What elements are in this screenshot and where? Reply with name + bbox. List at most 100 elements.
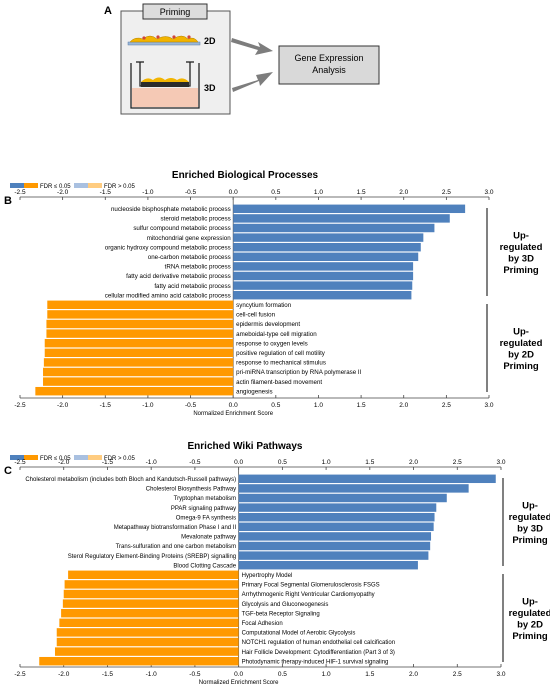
bottom-tick-label: -0.5 [189, 671, 201, 678]
group-label-3d: regulated [500, 242, 543, 253]
category-label: cellular modified amino acid catabolic p… [105, 292, 231, 299]
gea-line2: Analysis [312, 65, 346, 75]
top-tick-label: 0.0 [229, 189, 238, 196]
bar [238, 474, 496, 484]
bar [62, 599, 239, 608]
bar [238, 532, 432, 541]
bar [233, 271, 414, 281]
bottom-tick-label: 3.0 [484, 402, 493, 409]
bottom-tick-label: 2.0 [409, 671, 418, 678]
group-label-2d: Priming [503, 361, 539, 372]
group-label-2d: Up- [513, 326, 529, 337]
bar [54, 647, 239, 656]
group-label-3d: by 3D [508, 253, 534, 264]
legend-swatch-sig-2d [24, 455, 38, 460]
well-outline [130, 63, 200, 109]
category-label: Hair Follicle Development: Cytodifferent… [242, 650, 395, 656]
bottom-tick-label: 0.5 [278, 671, 287, 678]
bar [46, 319, 234, 329]
bottom-tick-label: 1.5 [365, 671, 374, 678]
category-label: Metapathway biotransformation Phase I an… [114, 525, 237, 531]
cell-nucleus [172, 35, 176, 39]
category-label: TGF-beta Receptor Signaling [242, 611, 320, 617]
category-label: NOTCH1 regulation of human endothelial c… [242, 640, 395, 646]
category-label: actin filament-based movement [236, 379, 322, 386]
bottom-tick-label: 0.0 [234, 671, 243, 678]
chart-biological-processes: Enriched Biological Processes B FDR ≤ 0.05… [4, 170, 543, 417]
chart-title: Enriched Wiki Pathways [188, 441, 303, 452]
group-label-3d: Up- [513, 230, 529, 241]
culture-2d-base [127, 41, 201, 46]
top-tick-label: -2.5 [14, 189, 26, 196]
top-tick-label: -2.0 [58, 459, 70, 466]
chart-title: Enriched Biological Processes [172, 170, 319, 181]
scaffold-layer [141, 82, 189, 87]
category-label: Blood Clotting Cascade [173, 563, 236, 569]
bar [233, 233, 424, 242]
culture-2d-illustration [127, 35, 201, 46]
top-tick-label: 1.5 [365, 459, 374, 466]
panel-letter: B [4, 195, 12, 207]
top-tick-label: 0.5 [271, 189, 280, 196]
bottom-tick-label: 1.0 [314, 402, 323, 409]
label-2d: 2D [204, 36, 216, 46]
culture-3d-illustration [130, 61, 200, 109]
category-label: Focal Adhesion [242, 621, 283, 627]
legend-swatch-nonsig-2d [88, 183, 102, 188]
category-label: fatty acid metabolic process [154, 283, 230, 290]
category-label: tRNA metabolic process [165, 264, 231, 271]
x-axis-label: Normalized Enrichment Score [199, 680, 279, 686]
bar [238, 551, 429, 560]
category-label: positive regulation of cell motility [236, 350, 326, 357]
category-label: Arrhythmogenic Right Ventricular Cardiom… [242, 592, 375, 598]
category-label: Hypertrophy Model [242, 573, 293, 579]
bar [68, 570, 239, 580]
category-label: response to mechanical stimulus [236, 360, 326, 367]
category-label: Cholesterol metabolism (includes both Bl… [25, 477, 236, 483]
top-tick-label: 1.5 [357, 189, 366, 196]
bottom-tick-label: -1.5 [102, 671, 114, 678]
bar [233, 214, 450, 223]
bottom-tick-label: -0.5 [185, 402, 197, 409]
arrow-2d-icon [231, 38, 273, 55]
bar [47, 300, 234, 310]
legend-label-sig: FDR ≤ 0.05 [40, 456, 71, 462]
category-label: Computational Model of Aerobic Glycolysi… [242, 631, 356, 637]
bottom-tick-label: -2.5 [14, 402, 26, 409]
group-label-2d: by 2D [508, 349, 534, 360]
category-label: pri-miRNA transcription by RNA polymeras… [236, 369, 361, 376]
panel-a: A Priming 2D 3D Gene Expression [104, 3, 380, 115]
arrow-3d-icon [232, 72, 273, 92]
bar [238, 503, 437, 512]
priming-label: Priming [160, 7, 191, 17]
bottom-tick-label: 2.5 [453, 671, 462, 678]
top-tick-label: -1.5 [100, 189, 112, 196]
category-label: Trans-sulfuration and one carbon metabol… [116, 544, 237, 550]
group-label-3d: Priming [512, 535, 548, 546]
legend-swatch-nonsig-3d [74, 455, 88, 460]
group-label-2d: by 2D [517, 619, 543, 630]
top-tick-label: -1.5 [102, 459, 114, 466]
group-label-2d: Priming [512, 631, 548, 642]
cell-nucleus [156, 35, 160, 39]
culture-3d-cells [141, 77, 189, 82]
category-label: ameboidal-type cell migration [236, 331, 317, 338]
bar [61, 608, 239, 618]
bar [238, 560, 418, 570]
culture-2d-cells [129, 35, 199, 43]
top-tick-label: -2.0 [57, 189, 69, 196]
bar [238, 541, 431, 551]
top-tick-label: 3.0 [484, 189, 493, 196]
bottom-tick-label: -2.0 [58, 671, 70, 678]
category-label: cell-cell fusion [236, 312, 275, 319]
group-label-3d: by 3D [517, 523, 543, 534]
bar [56, 628, 239, 637]
top-tick-label: 0.5 [278, 459, 287, 466]
bottom-tick-label: -2.5 [14, 671, 26, 678]
bar [43, 367, 234, 377]
top-tick-label: 1.0 [314, 189, 323, 196]
group-label-3d: Up- [522, 500, 538, 511]
top-tick-label: 2.5 [442, 189, 451, 196]
bar [56, 637, 239, 647]
legend-swatch-sig-3d [10, 183, 24, 188]
